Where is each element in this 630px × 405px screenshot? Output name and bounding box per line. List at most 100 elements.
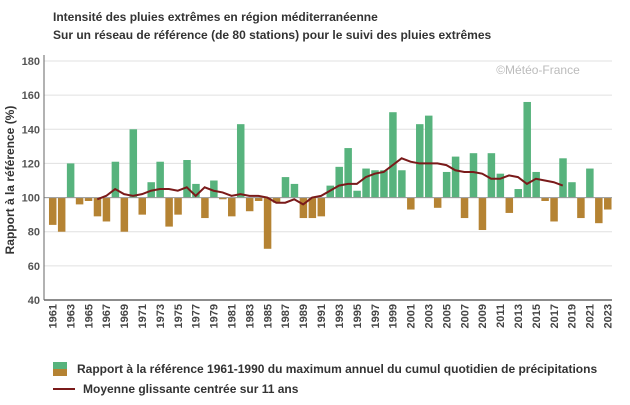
bar-1961	[48, 197, 57, 225]
bar-1990	[308, 197, 317, 219]
y-tick-label: 160	[22, 90, 40, 102]
bar-1976	[183, 160, 191, 198]
bar-2005	[442, 171, 451, 198]
bar-1986	[272, 197, 281, 203]
bar-1979	[210, 180, 218, 198]
bar-2009	[478, 197, 487, 231]
x-tick-label: 2001	[406, 304, 418, 328]
x-tick-label: 1969	[119, 304, 131, 328]
legend-item-bars: Rapport à la référence 1961-1990 du maxi…	[53, 362, 597, 376]
bar-2016	[541, 197, 549, 201]
x-tick-label: 1981	[227, 304, 239, 328]
bar-1985	[263, 197, 272, 249]
bar-2015	[532, 171, 540, 198]
x-tick-label: 1983	[244, 304, 256, 328]
y-tick-label: 100	[22, 193, 40, 205]
bar-2001	[407, 197, 415, 210]
x-tick-label: 1975	[173, 304, 185, 328]
x-tick-label: 1967	[101, 304, 113, 328]
x-tick-label: 2017	[549, 304, 561, 328]
legend-item-line: Moyenne glissante centrée sur 11 ans	[53, 382, 298, 396]
bar-2011	[496, 173, 505, 198]
bar-1973	[156, 161, 164, 198]
bar-2022	[595, 197, 603, 224]
x-tick-label: 1963	[65, 304, 77, 328]
bar-1977	[192, 183, 200, 198]
bar-2002	[416, 124, 424, 198]
bar-1987	[281, 177, 290, 198]
bar-1975	[174, 197, 182, 215]
y-axis-label: Rapport à la référence (%)	[3, 106, 17, 255]
x-tick-label: 2013	[513, 304, 525, 328]
bar-2020	[577, 197, 585, 219]
x-tick-label: 1993	[334, 304, 346, 328]
bar-1999	[389, 112, 397, 198]
bar-1970	[129, 129, 138, 198]
legend-label-bars: Rapport à la référence 1961-1990 du maxi…	[77, 362, 598, 376]
bar-1989	[299, 197, 308, 219]
legend-label-line: Moyenne glissante centrée sur 11 ans	[83, 382, 299, 396]
bar-2023	[604, 197, 612, 210]
bar-1997	[371, 170, 379, 198]
x-tick-label: 1995	[352, 304, 364, 328]
x-tick-label: 2015	[531, 304, 543, 328]
y-tick-label: 80	[28, 227, 40, 239]
bar-1969	[120, 197, 129, 232]
x-tick-label: 1989	[298, 304, 310, 328]
x-tick-label: 1979	[209, 304, 221, 328]
bar-1998	[380, 170, 388, 198]
x-tick-label: 1977	[191, 304, 203, 328]
bar-1991	[317, 197, 326, 217]
legend-swatch-line	[53, 388, 75, 390]
y-tick-label: 120	[22, 158, 40, 170]
bar-2004	[433, 197, 442, 208]
bar-2012	[505, 197, 514, 213]
bar-1988	[290, 183, 299, 198]
bar-1963	[66, 163, 75, 198]
y-tick-label: 40	[28, 295, 40, 307]
bar-2000	[398, 170, 406, 198]
bar-2010	[487, 153, 496, 198]
x-tick-label: 2007	[459, 304, 471, 328]
watermark: ©Météo-France	[496, 63, 580, 77]
x-tick-label: 2019	[567, 304, 579, 328]
x-tick-label: 2021	[585, 304, 597, 328]
x-tick-label: 1971	[137, 304, 149, 328]
bar-2018	[559, 158, 567, 198]
bar-2021	[586, 168, 594, 198]
bar-1965	[84, 197, 93, 201]
bar-1971	[138, 197, 146, 215]
bar-1967	[102, 197, 111, 222]
x-tick-label: 2023	[603, 304, 615, 328]
bar-2013	[514, 189, 522, 198]
chart-title: Intensité des pluies extrêmes en région …	[53, 10, 378, 24]
bar-1962	[57, 197, 66, 232]
y-tick-label: 180	[22, 56, 40, 68]
bar-1995	[353, 190, 361, 198]
bar-2006	[451, 156, 460, 198]
bar-1983	[245, 197, 254, 212]
bar-2008	[469, 153, 478, 198]
x-tick-label: 2003	[423, 304, 435, 328]
chart-subtitle: Sur un réseau de référence (de 80 statio…	[53, 28, 492, 42]
bar-2014	[523, 101, 531, 198]
bar-1984	[254, 197, 263, 201]
bar-2017	[550, 197, 558, 222]
bar-1966	[93, 197, 102, 217]
x-tick-label: 1961	[47, 304, 59, 328]
bar-2007	[460, 197, 469, 219]
x-tick-label: 1997	[370, 304, 382, 328]
x-tick-label: 1991	[316, 304, 328, 328]
legend-swatch-bars	[53, 362, 67, 376]
bar-1993	[335, 166, 343, 198]
bar-1974	[165, 197, 173, 227]
bar-1980	[219, 197, 227, 200]
x-tick-label: 1999	[388, 304, 400, 328]
x-tick-label: 2005	[441, 304, 453, 328]
x-tick-label: 1985	[262, 304, 274, 328]
bar-1981	[228, 197, 236, 217]
y-tick-label: 60	[28, 261, 40, 273]
x-tick-label: 2009	[477, 304, 489, 328]
bar-2003	[424, 115, 433, 198]
